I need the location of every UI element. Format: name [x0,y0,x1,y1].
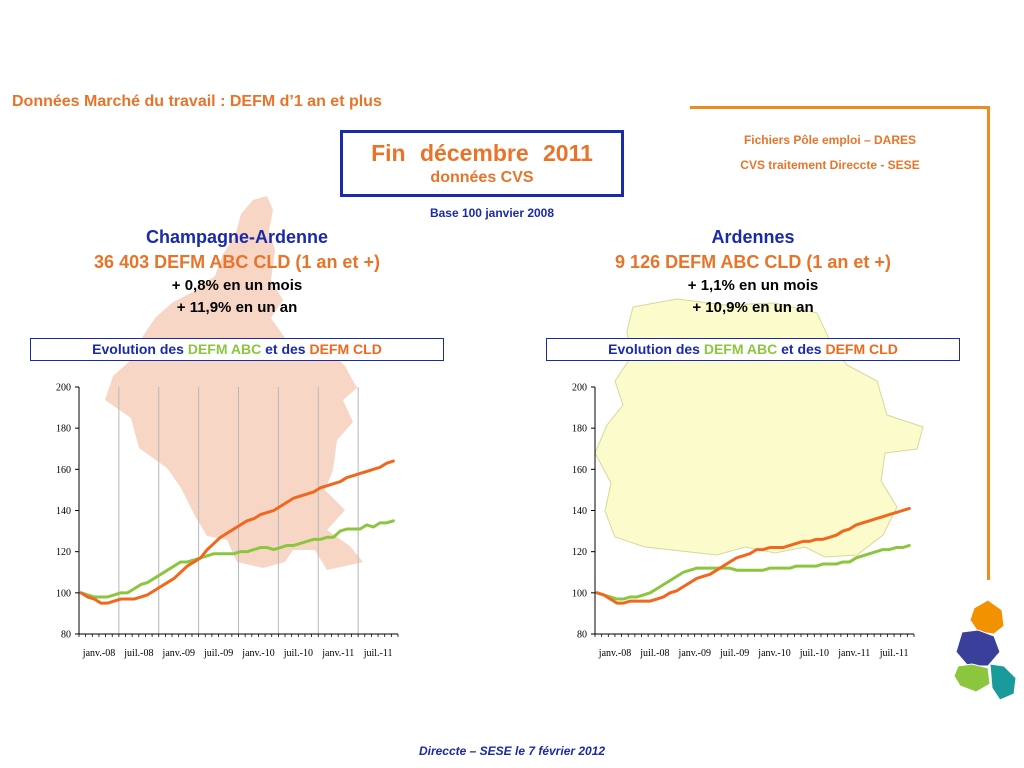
x-tick-label: juil.-09 [203,648,233,659]
evo-abc: DEFM ABC [703,341,778,357]
y-tick-label: 80 [577,630,587,641]
y-tick-label: 160 [56,465,71,476]
evo-prefix: Evolution des [92,341,188,357]
x-tick-label: juil.-08 [123,648,153,659]
y-tick-label: 120 [572,547,587,558]
region-logo [953,599,1017,701]
x-tick-label: janv.-09 [678,648,711,659]
champagne-ardenne-map [105,196,363,570]
headline-title: Fin décembre 2011 [371,140,593,166]
region-name: Champagne-Ardenne [145,227,329,247]
x-tick-label: janv.-08 [82,648,115,659]
y-tick-label: 140 [572,506,587,517]
y-tick-label: 100 [56,588,71,599]
frame-line-right [987,106,990,580]
headline-subtitle: données CVS [430,169,534,186]
series-line-cld [595,506,911,605]
x-tick-label: janv.-11 [837,648,870,659]
evo-mid: et des [777,341,826,357]
x-tick-label: janv.-09 [162,648,195,659]
x-tick-label: juil.-08 [639,648,669,659]
series-line-cld [79,459,395,605]
region-count: 36 403 DEFM ABC CLD (1 an et +) [94,252,380,272]
y-tick-label: 80 [61,630,71,641]
region-count: 9 126 DEFM ABC CLD (1 an et +) [615,252,891,272]
x-tick-label: janv.-11 [321,648,354,659]
y-tick-label: 200 [572,383,587,394]
series-line-abc [595,543,911,601]
y-tick-label: 160 [572,465,587,476]
base-label: Base 100 janvier 2008 [429,206,555,220]
x-tick-label: juil.-11 [879,648,909,659]
month-change: + 1,1% en un mois [687,277,819,294]
headline-box: Fin décembre 2011 données CVS [340,130,624,197]
footer: Direccte – SESE le 7 février 2012 [418,744,606,758]
x-tick-label: juil.-10 [799,648,829,659]
x-tick-label: janv.-10 [241,648,274,659]
frame-line-top [690,106,990,109]
x-tick-label: juil.-11 [363,648,393,659]
source-line: Fichiers Pôle emploi – DARES [743,133,917,147]
y-tick-label: 100 [572,588,587,599]
x-tick-label: juil.-10 [283,648,313,659]
source-line: CVS traitement Direccte - SESE [740,158,920,172]
year-change: + 11,9% en un an [176,299,298,316]
page-title: Données Marché du travail : DEFM d’1 an … [12,93,382,110]
y-tick-label: 140 [56,506,71,517]
evolution-label: Evolution des DEFM ABC et des DEFM CLD [546,338,960,361]
evo-cld: DEFM CLD [309,341,382,357]
x-tick-label: juil.-09 [719,648,749,659]
region-name: Ardennes [711,227,795,247]
year-change: + 10,9% en un an [692,299,814,316]
evo-abc: DEFM ABC [187,341,262,357]
series-line-abc [79,519,395,599]
x-tick-label: janv.-08 [598,648,631,659]
y-tick-label: 120 [56,547,71,558]
y-tick-label: 180 [572,424,587,435]
evo-prefix: Evolution des [608,341,704,357]
evo-mid: et des [261,341,310,357]
y-tick-label: 180 [56,424,71,435]
x-tick-label: janv.-10 [757,648,790,659]
evo-cld: DEFM CLD [825,341,898,357]
y-tick-label: 200 [56,383,71,394]
month-change: + 0,8% en un mois [171,277,303,294]
evolution-label: Evolution des DEFM ABC et des DEFM CLD [30,338,444,361]
